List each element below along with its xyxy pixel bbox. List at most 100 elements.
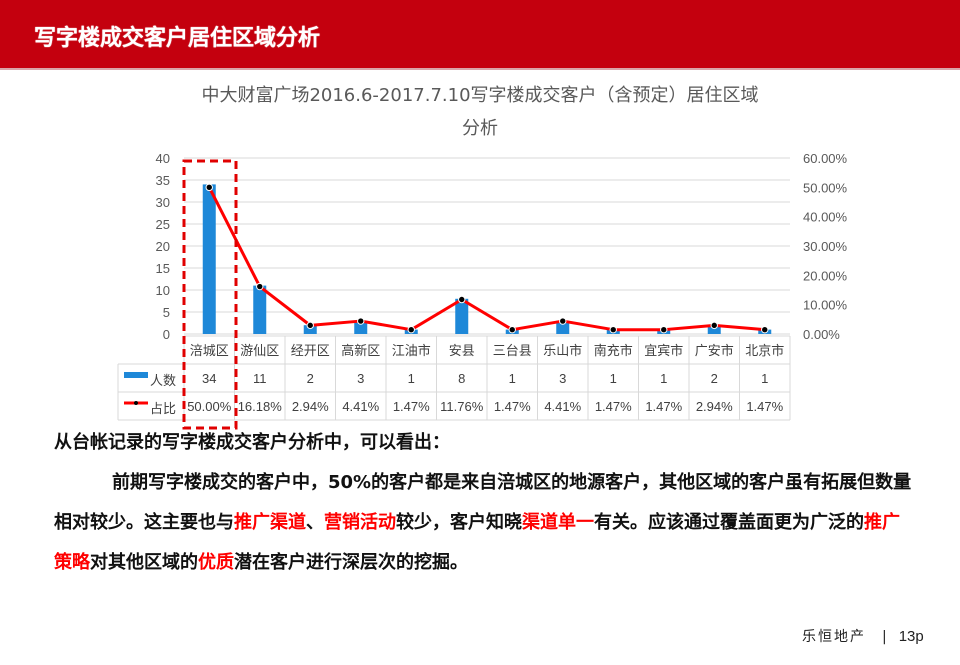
- legend-people-label: 人数: [150, 374, 176, 389]
- ratio-marker: [205, 183, 213, 192]
- y-axis-left-tick: 40: [156, 151, 170, 166]
- people-count-cell: 8: [458, 371, 465, 386]
- ratio-cell: 1.47%: [746, 399, 783, 414]
- ratio-marker: [609, 325, 617, 334]
- y-axis-right-tick: 30.00%: [803, 239, 848, 254]
- highlight-text: 优质: [198, 552, 234, 573]
- y-axis-left-tick: 15: [156, 261, 170, 276]
- ratio-marker: [761, 325, 769, 334]
- footer-separator: |: [882, 629, 887, 645]
- ratio-cell: 1.47%: [595, 399, 632, 414]
- bar-经开区: [303, 325, 317, 334]
- category-label: 广安市: [695, 343, 734, 359]
- highlight-box: [182, 159, 238, 430]
- category-label: 北京市: [745, 343, 784, 359]
- data-table: 涪城区3450.00%游仙区1116.18%经开区22.94%高新区34.41%…: [117, 335, 791, 421]
- people-count-cell: 1: [761, 371, 768, 386]
- category-label: 南充市: [594, 343, 633, 359]
- ratio-marker: [357, 317, 365, 325]
- ratio-marker: [660, 325, 668, 334]
- people-count-cell: 2: [711, 371, 718, 386]
- ratio-cell: 1.47%: [393, 399, 430, 414]
- ratio-cell: 2.94%: [696, 399, 733, 414]
- paragraph-text: 有关。应该通过覆盖面更为广泛的: [594, 512, 864, 533]
- ratio-cell: 4.41%: [544, 399, 581, 414]
- people-count-cell: 3: [357, 371, 364, 386]
- category-label: 乐山市: [543, 343, 582, 359]
- bar-涪城区: [202, 184, 216, 334]
- ratio-marker: [306, 321, 314, 330]
- paragraph-text: 对其他区域的: [90, 552, 198, 573]
- ratio-cell: 1.47%: [494, 399, 531, 414]
- ratio-marker: [407, 325, 415, 334]
- category-label: 高新区: [341, 343, 380, 359]
- people-count-cell: 1: [408, 371, 415, 386]
- company-brand: 乐恒地产: [802, 629, 866, 645]
- people-count-cell: 2: [307, 371, 314, 386]
- y-axis-left-tick: 30: [156, 195, 170, 210]
- slide-title: 写字楼成交客户居住区域分析: [34, 26, 321, 51]
- header-bar: 写字楼成交客户居住区域分析: [0, 0, 960, 70]
- analysis-paragraph: 前期写字楼成交的客户中，50%的客户都是来自涪城区的地源客户，其他区域的客户虽有…: [54, 463, 914, 583]
- category-label: 宜宾市: [644, 343, 683, 359]
- people-count-cell: 1: [509, 371, 516, 386]
- ratio-cell: 11.76%: [440, 399, 484, 414]
- y-axis-right-tick: 50.00%: [803, 180, 848, 195]
- paragraph-text: 较少，客户知晓: [396, 512, 522, 533]
- y-axis-left-tick: 0: [163, 327, 170, 342]
- ratio-marker: [559, 317, 567, 325]
- legend-bar-icon: [124, 372, 148, 378]
- category-label: 涪城区: [190, 344, 229, 359]
- y-axis-right-tick: 40.00%: [803, 210, 848, 225]
- bar-高新区: [354, 320, 368, 334]
- people-count-cell: 11: [253, 371, 267, 386]
- highlight-text: 渠道单一: [522, 512, 594, 533]
- combo-chart: 0 5 10 15 20 25 30 35 40 0.00% 10.00% 20.00% 30.00% 4…: [117, 151, 848, 430]
- ratio-cell: 16.18%: [238, 399, 283, 414]
- ratio-line: [207, 186, 765, 332]
- highlight-text: 推广渠道: [234, 512, 306, 533]
- ratio-cell: 2.94%: [292, 399, 329, 414]
- y-axis-right-tick: 60.00%: [803, 151, 848, 166]
- y-axis-right-tick: 0.00%: [803, 327, 840, 342]
- y-axis-left-tick: 10: [156, 283, 170, 298]
- people-count-cell: 34: [202, 371, 216, 386]
- highlight-text: 推广策略: [54, 512, 900, 573]
- y-axis-right-tick: 20.00%: [803, 268, 848, 283]
- chart-title-line2: 分析: [462, 118, 498, 139]
- bar-广安市: [707, 325, 721, 334]
- y-axis-left-tick: 5: [163, 305, 170, 320]
- people-count-cell: 1: [610, 371, 617, 386]
- ratio-cell: 1.47%: [645, 399, 682, 414]
- chart-title-line1: 中大财富广场2016.6-2017.7.10写字楼成交客户（含预定）居住区域: [201, 85, 759, 106]
- paragraph-text: 、: [306, 512, 324, 533]
- analysis-heading: 从台帐记录的写字楼成交客户分析中，可以看出：: [54, 432, 450, 453]
- highlight-text: 营销活动: [324, 512, 396, 533]
- legend-marker-icon: [134, 401, 138, 405]
- people-count-cell: 3: [559, 371, 566, 386]
- y-axis-left-tick: 25: [156, 217, 170, 232]
- footer: 乐恒地产 | 13p: [802, 626, 924, 646]
- bar-安县: [455, 298, 469, 334]
- people-count-cell: 1: [660, 371, 667, 386]
- page-number: 13p: [898, 628, 924, 645]
- legend-ratio-label: 占比: [150, 402, 176, 417]
- ratio-marker: [256, 282, 264, 291]
- paragraph-text: 潜在客户进行深层次的挖掘。: [234, 552, 468, 573]
- y-axis-left-tick: 20: [156, 239, 170, 254]
- bar-乐山市: [556, 320, 570, 334]
- ratio-marker: [508, 325, 516, 334]
- ratio-cell: 50.00%: [187, 399, 232, 414]
- category-label: 经开区: [291, 344, 330, 359]
- ratio-cell: 4.41%: [342, 399, 379, 414]
- category-label: 江油市: [392, 343, 431, 359]
- bar-游仙区: [253, 285, 267, 334]
- category-label: 安县: [449, 344, 475, 359]
- category-label: 游仙区: [240, 344, 279, 359]
- y-axis-left-tick: 35: [156, 173, 170, 188]
- paragraph-text: 前期写字楼成交的客户中，50%的客户都是来自涪城区的地源客户，其他区域的客户虽有…: [54, 472, 912, 533]
- y-axis-right-tick: 10.00%: [803, 298, 848, 313]
- ratio-marker: [458, 295, 466, 304]
- ratio-marker: [710, 321, 718, 330]
- category-label: 三台县: [493, 344, 532, 359]
